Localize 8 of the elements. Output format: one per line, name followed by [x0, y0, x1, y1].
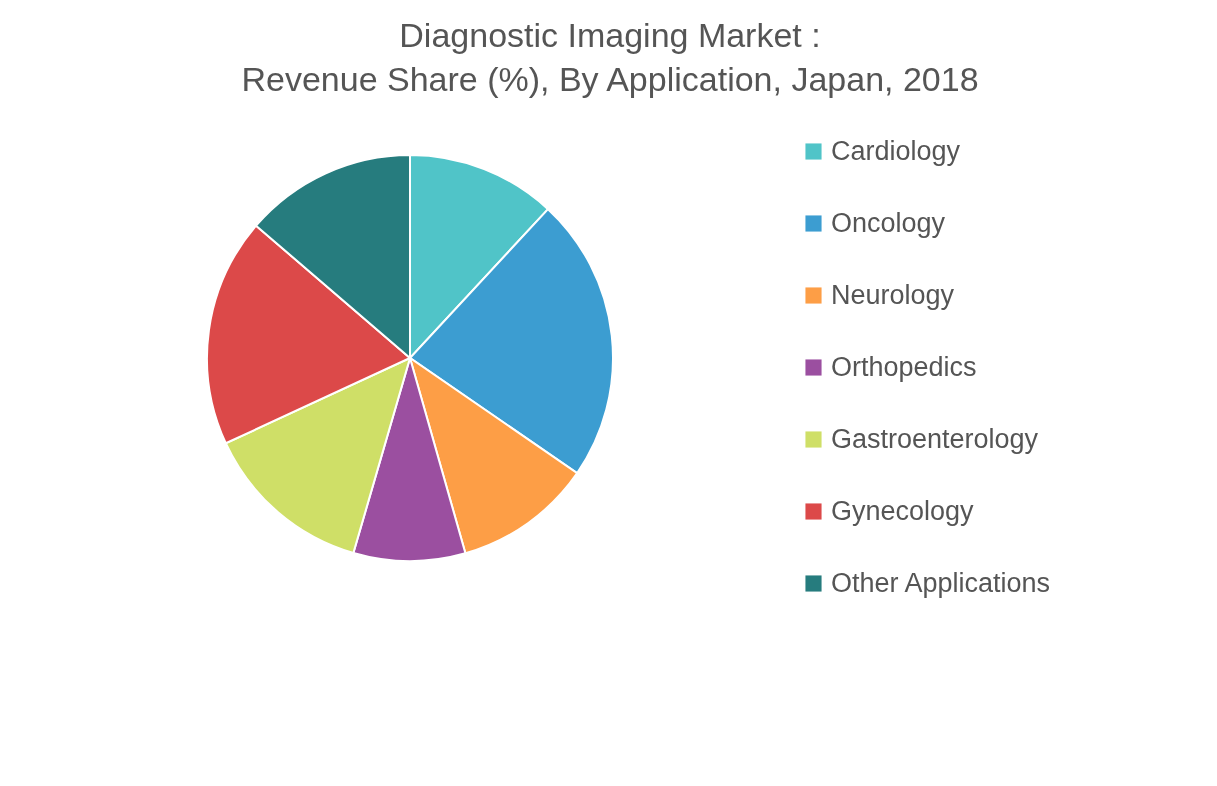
legend-label: Other Applications [831, 567, 1051, 598]
legend-label: Orthopedics [831, 351, 977, 382]
legend-label: Neurology [831, 279, 955, 310]
legend-label: Gastroenterology [831, 423, 1039, 454]
chart-title: Diagnostic Imaging Market : Revenue Share (%), By Application, Japan, 2018 [241, 16, 979, 98]
legend-label: Oncology [831, 207, 946, 238]
legend-label: Cardiology [831, 135, 961, 166]
legend-label: Gynecology [831, 495, 975, 526]
